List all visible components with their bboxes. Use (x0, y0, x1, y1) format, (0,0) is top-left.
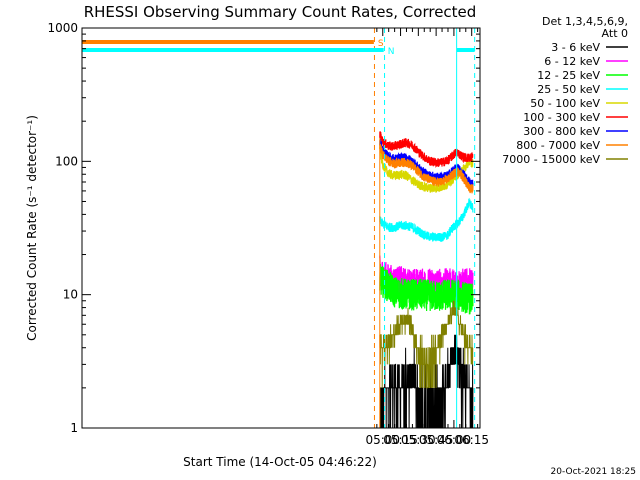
y-tick-label: 1 (70, 421, 78, 435)
legend-label: 25 - 50 keV (537, 83, 600, 96)
series-group (379, 131, 474, 429)
series-line (379, 300, 474, 389)
legend-label: 12 - 25 keV (537, 69, 600, 82)
legend-header-line-1: Det 1,3,4,5,6,9, (542, 15, 628, 28)
x-axis-title: Start Time (14-Oct-05 04:46:22) (183, 455, 377, 469)
plot-frame (81, 27, 481, 429)
series-line (379, 139, 474, 189)
marker-label: S (378, 39, 384, 49)
chart-title: RHESSI Observing Summary Count Rates, Co… (84, 3, 477, 21)
y-tick-label: 10 (63, 288, 78, 302)
legend-label: 100 - 300 keV (523, 111, 600, 124)
legend-label: 7000 - 15000 keV (502, 153, 600, 166)
x-tick-label: 05:30 (401, 433, 436, 447)
x-tick-label: 05:00 (365, 433, 400, 447)
y-axis-title: Corrected Count Rate (s⁻¹ detector⁻¹) (25, 115, 39, 341)
series-line (379, 263, 474, 315)
series-line (379, 144, 474, 194)
x-tick-label: 06:00 (437, 433, 472, 447)
series-line (379, 197, 474, 242)
footer-timestamp: 20-Oct-2021 18:25 (551, 467, 636, 477)
legend-label: 3 - 6 keV (551, 41, 600, 54)
legend-label: 50 - 100 keV (530, 97, 600, 110)
legend-label: 6 - 12 keV (544, 55, 600, 68)
series-line (379, 131, 474, 168)
y-tick-label: 100 (55, 154, 78, 168)
x-tick-label: 06:15 (454, 433, 489, 447)
x-tick-label: 05:15 (383, 433, 418, 447)
x-tick-label: 05:45 (419, 433, 454, 447)
marker-group: SN (82, 28, 476, 428)
legend-label: 800 - 7000 keV (516, 139, 600, 152)
marker-label: N (388, 47, 395, 57)
legend-label: 300 - 800 keV (523, 125, 600, 138)
legend-header-line-2: Att 0 (602, 27, 628, 40)
y-tick-label: 1000 (47, 21, 78, 35)
